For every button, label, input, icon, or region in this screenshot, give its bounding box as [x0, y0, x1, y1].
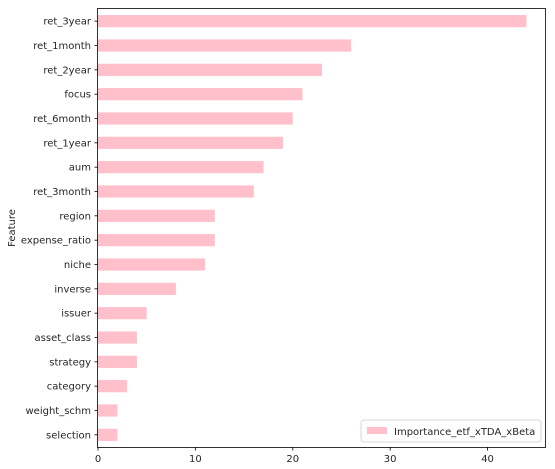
bar-selection [98, 428, 118, 441]
bar-region [98, 209, 215, 222]
y-tick-label: selection [46, 430, 91, 441]
bar-category [98, 380, 128, 393]
bar-expense_ratio [98, 234, 215, 247]
bar-ret_3month [98, 185, 254, 198]
x-tick-label: 30 [384, 454, 397, 465]
legend-swatch [367, 427, 387, 434]
bar-weight_schm [98, 404, 118, 417]
bar-ret_1month [98, 39, 352, 52]
y-tick-label: aum [69, 163, 91, 174]
legend-box [360, 419, 542, 443]
x-tick-layer: 0 10 20 30 40 [95, 447, 494, 465]
bar-inverse [98, 282, 176, 295]
bar-aum [98, 161, 264, 174]
x-tick-label: 20 [286, 454, 299, 465]
y-tick-label: strategy [49, 357, 91, 368]
x-tick-label: 0 [95, 454, 101, 465]
y-tick-label: expense_ratio [21, 236, 91, 247]
bar-niche [98, 258, 206, 271]
bar-strategy [98, 355, 137, 368]
y-tick-label: ret_3month [33, 187, 91, 198]
bar-asset_class [98, 331, 137, 344]
y-tick-label: ret_1year [43, 138, 92, 149]
legend: Importance_etf_xTDA_xBeta [360, 419, 542, 443]
x-tick-label: 40 [481, 454, 494, 465]
y-tick-label: region [59, 211, 91, 222]
y-tick-label: issuer [61, 309, 92, 320]
x-tick-label: 10 [189, 454, 202, 465]
y-tick-label: focus [64, 90, 91, 101]
y-tick-label: ret_3year [43, 17, 92, 28]
y-tick-label: inverse [54, 284, 91, 295]
bar-ret_1year [98, 136, 284, 149]
y-tick-label: asset_class [35, 333, 91, 344]
y-tick-label: category [47, 382, 91, 393]
plot-frame [97, 8, 546, 448]
bar-issuer [98, 307, 147, 320]
y-tick-label: ret_2year [43, 65, 92, 76]
bar-ret_6month [98, 112, 293, 125]
bar-ret_3year [98, 15, 527, 28]
bars-layer [98, 15, 527, 441]
bar-focus [98, 88, 303, 101]
y-tick-label: weight_schm [25, 406, 91, 417]
y-tick-label: ret_1month [33, 41, 91, 52]
legend-label: Importance_etf_xTDA_xBeta [394, 427, 535, 438]
bar-ret_2year [98, 63, 322, 76]
y-tick-label: ret_6month [33, 114, 91, 125]
y-tick-label: niche [64, 260, 91, 271]
y-axis-label: Feature [7, 209, 18, 247]
